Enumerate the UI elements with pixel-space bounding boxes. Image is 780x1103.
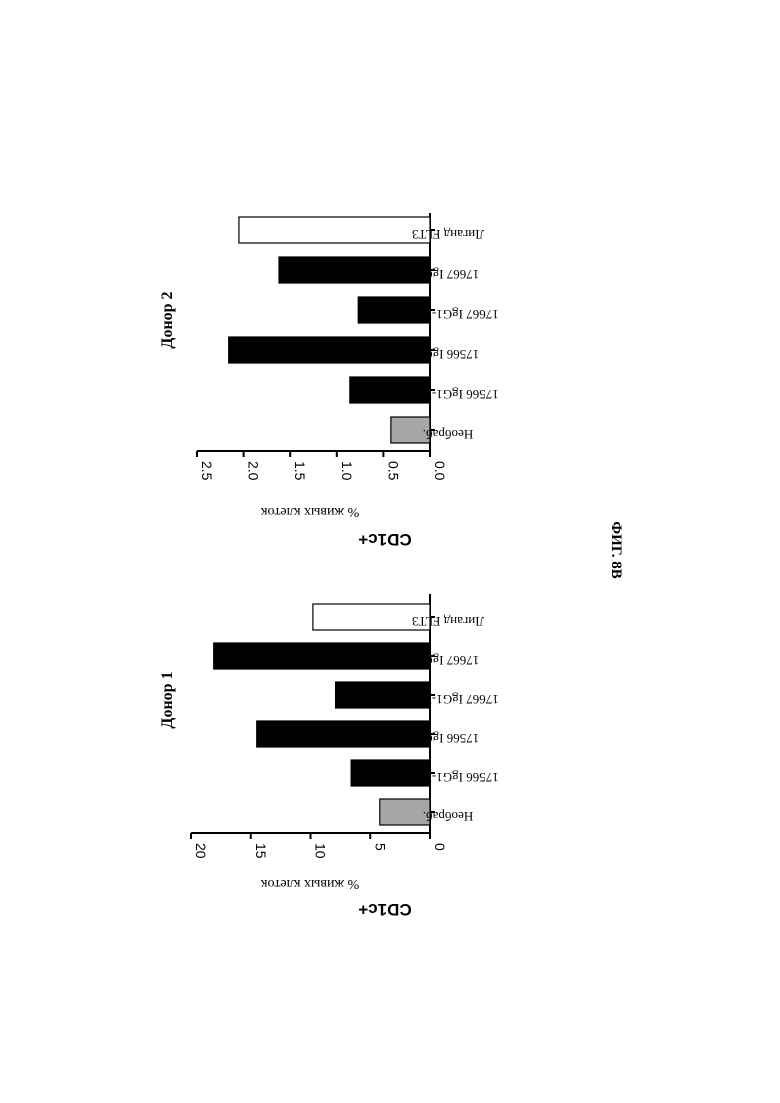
bar xyxy=(214,643,430,669)
y-tick-label: 15 xyxy=(253,843,269,859)
category-label: 17566 IgG1-LALA xyxy=(397,387,499,402)
y-axis-sublabel: % живых клеток xyxy=(261,876,360,891)
y-axis-label: CD1c+ xyxy=(358,530,411,549)
category-label: Необраб. xyxy=(423,809,473,824)
y-tick-label: 10 xyxy=(313,843,329,859)
figure-label: ФИГ. 8В xyxy=(608,521,624,578)
y-tick-label: 0 xyxy=(432,843,448,851)
y-tick-label: 2.5 xyxy=(199,461,215,481)
chart-title: Донор 2 xyxy=(159,291,176,348)
bar xyxy=(257,721,430,747)
category-label: Необраб. xyxy=(423,427,473,442)
y-axis-sublabel: % живых клеток xyxy=(261,504,360,519)
y-axis-label: CD1c+ xyxy=(358,900,411,919)
y-tick-label: 0.0 xyxy=(432,461,448,481)
bar xyxy=(279,257,430,283)
category-label: 17667 IgG2 xyxy=(417,267,479,282)
y-tick-label: 1.0 xyxy=(339,461,355,481)
category-label: Лиганд FLT3 xyxy=(412,227,484,242)
category-label: 17566 IgG1-LALA xyxy=(397,770,499,785)
y-tick-label: 2.0 xyxy=(246,461,262,481)
chart-donor-1: 0 5 10 15 20 Необраб. 17566 IgG1-LALA 17566 IgG… xyxy=(159,594,499,919)
y-tick-label: 0.5 xyxy=(385,461,401,481)
bar xyxy=(239,217,430,243)
chart-donor-2: 0.0 0.5 1.0 1.5 2.0 2.5 Необраб. 17566 IgG1-LAL… xyxy=(159,213,499,549)
category-label: 17667 IgG1-LALA xyxy=(397,307,499,322)
y-tick-label: 5 xyxy=(372,843,388,851)
bar xyxy=(229,337,430,363)
bar xyxy=(380,799,430,825)
chart-title: Донор 1 xyxy=(159,671,176,728)
category-label: 17566 IgG2 xyxy=(417,731,479,746)
y-tick-label: 1.5 xyxy=(292,461,308,481)
category-label: 17667 IgG1-LALA xyxy=(397,692,499,707)
category-label: 17667 IgG2 xyxy=(417,653,479,668)
category-label: Лиганд FLT3 xyxy=(412,614,484,629)
y-tick-label: 20 xyxy=(193,843,209,859)
category-label: 17566 IgG2 xyxy=(417,347,479,362)
